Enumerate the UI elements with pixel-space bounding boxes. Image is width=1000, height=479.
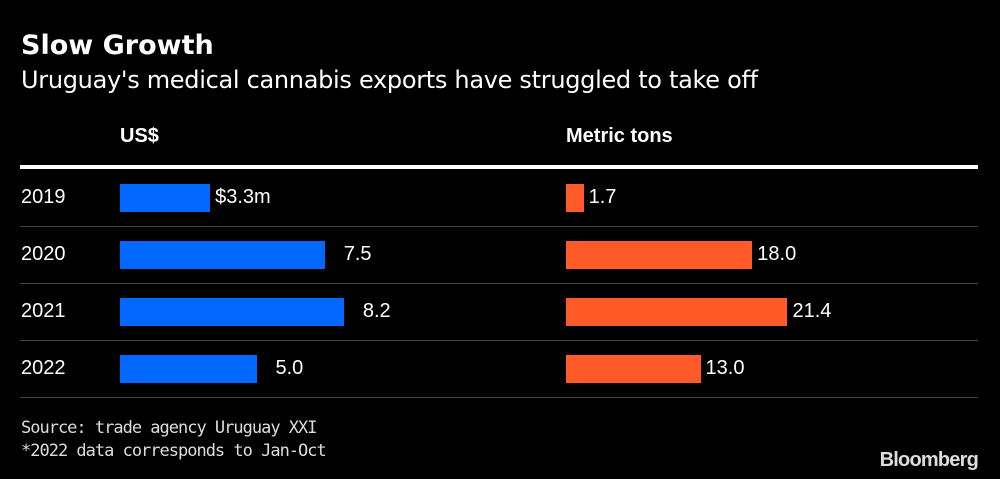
row-divider	[20, 226, 978, 227]
bar-usd-2022	[120, 355, 257, 383]
column-header-usd: US$	[120, 125, 159, 147]
data-label-usd-2019: $3.3m	[215, 186, 271, 208]
header-rule	[20, 165, 978, 169]
footnote: *2022 data corresponds to Jan-Oct	[21, 441, 327, 461]
data-label-tons-2020: 18.0	[757, 243, 797, 265]
year-label: 2020	[21, 243, 66, 265]
row-divider	[20, 340, 978, 341]
bar-tons-2019	[566, 184, 584, 212]
chart-title: Slow Growth	[21, 30, 214, 61]
data-label-tons-2019: 1.7	[588, 186, 617, 208]
year-label: 2021	[21, 300, 66, 322]
data-label-tons-2022: 13.0	[705, 357, 745, 379]
bar-tons-2020	[566, 241, 753, 269]
row-divider	[20, 397, 978, 398]
year-label: 2022	[21, 357, 66, 379]
bar-tons-2022	[566, 355, 701, 383]
bar-usd-2019	[120, 184, 211, 212]
column-header-tons: Metric tons	[566, 125, 673, 147]
data-label-usd-2022: 5.0	[275, 357, 304, 379]
bar-usd-2021	[120, 298, 344, 326]
bar-usd-2020	[120, 241, 325, 269]
data-label-tons-2021: 21.4	[792, 300, 832, 322]
bar-tons-2021	[566, 298, 788, 326]
data-label-usd-2021: 8.2	[362, 300, 391, 322]
data-label-usd-2020: 7.5	[343, 243, 372, 265]
row-divider	[20, 283, 978, 284]
source-note: Source: trade agency Uruguay XXI	[21, 418, 318, 438]
year-label: 2019	[21, 186, 66, 208]
chart-subtitle: Uruguay's medical cannabis exports have …	[21, 66, 758, 94]
bloomberg-logo: Bloomberg	[879, 449, 979, 471]
